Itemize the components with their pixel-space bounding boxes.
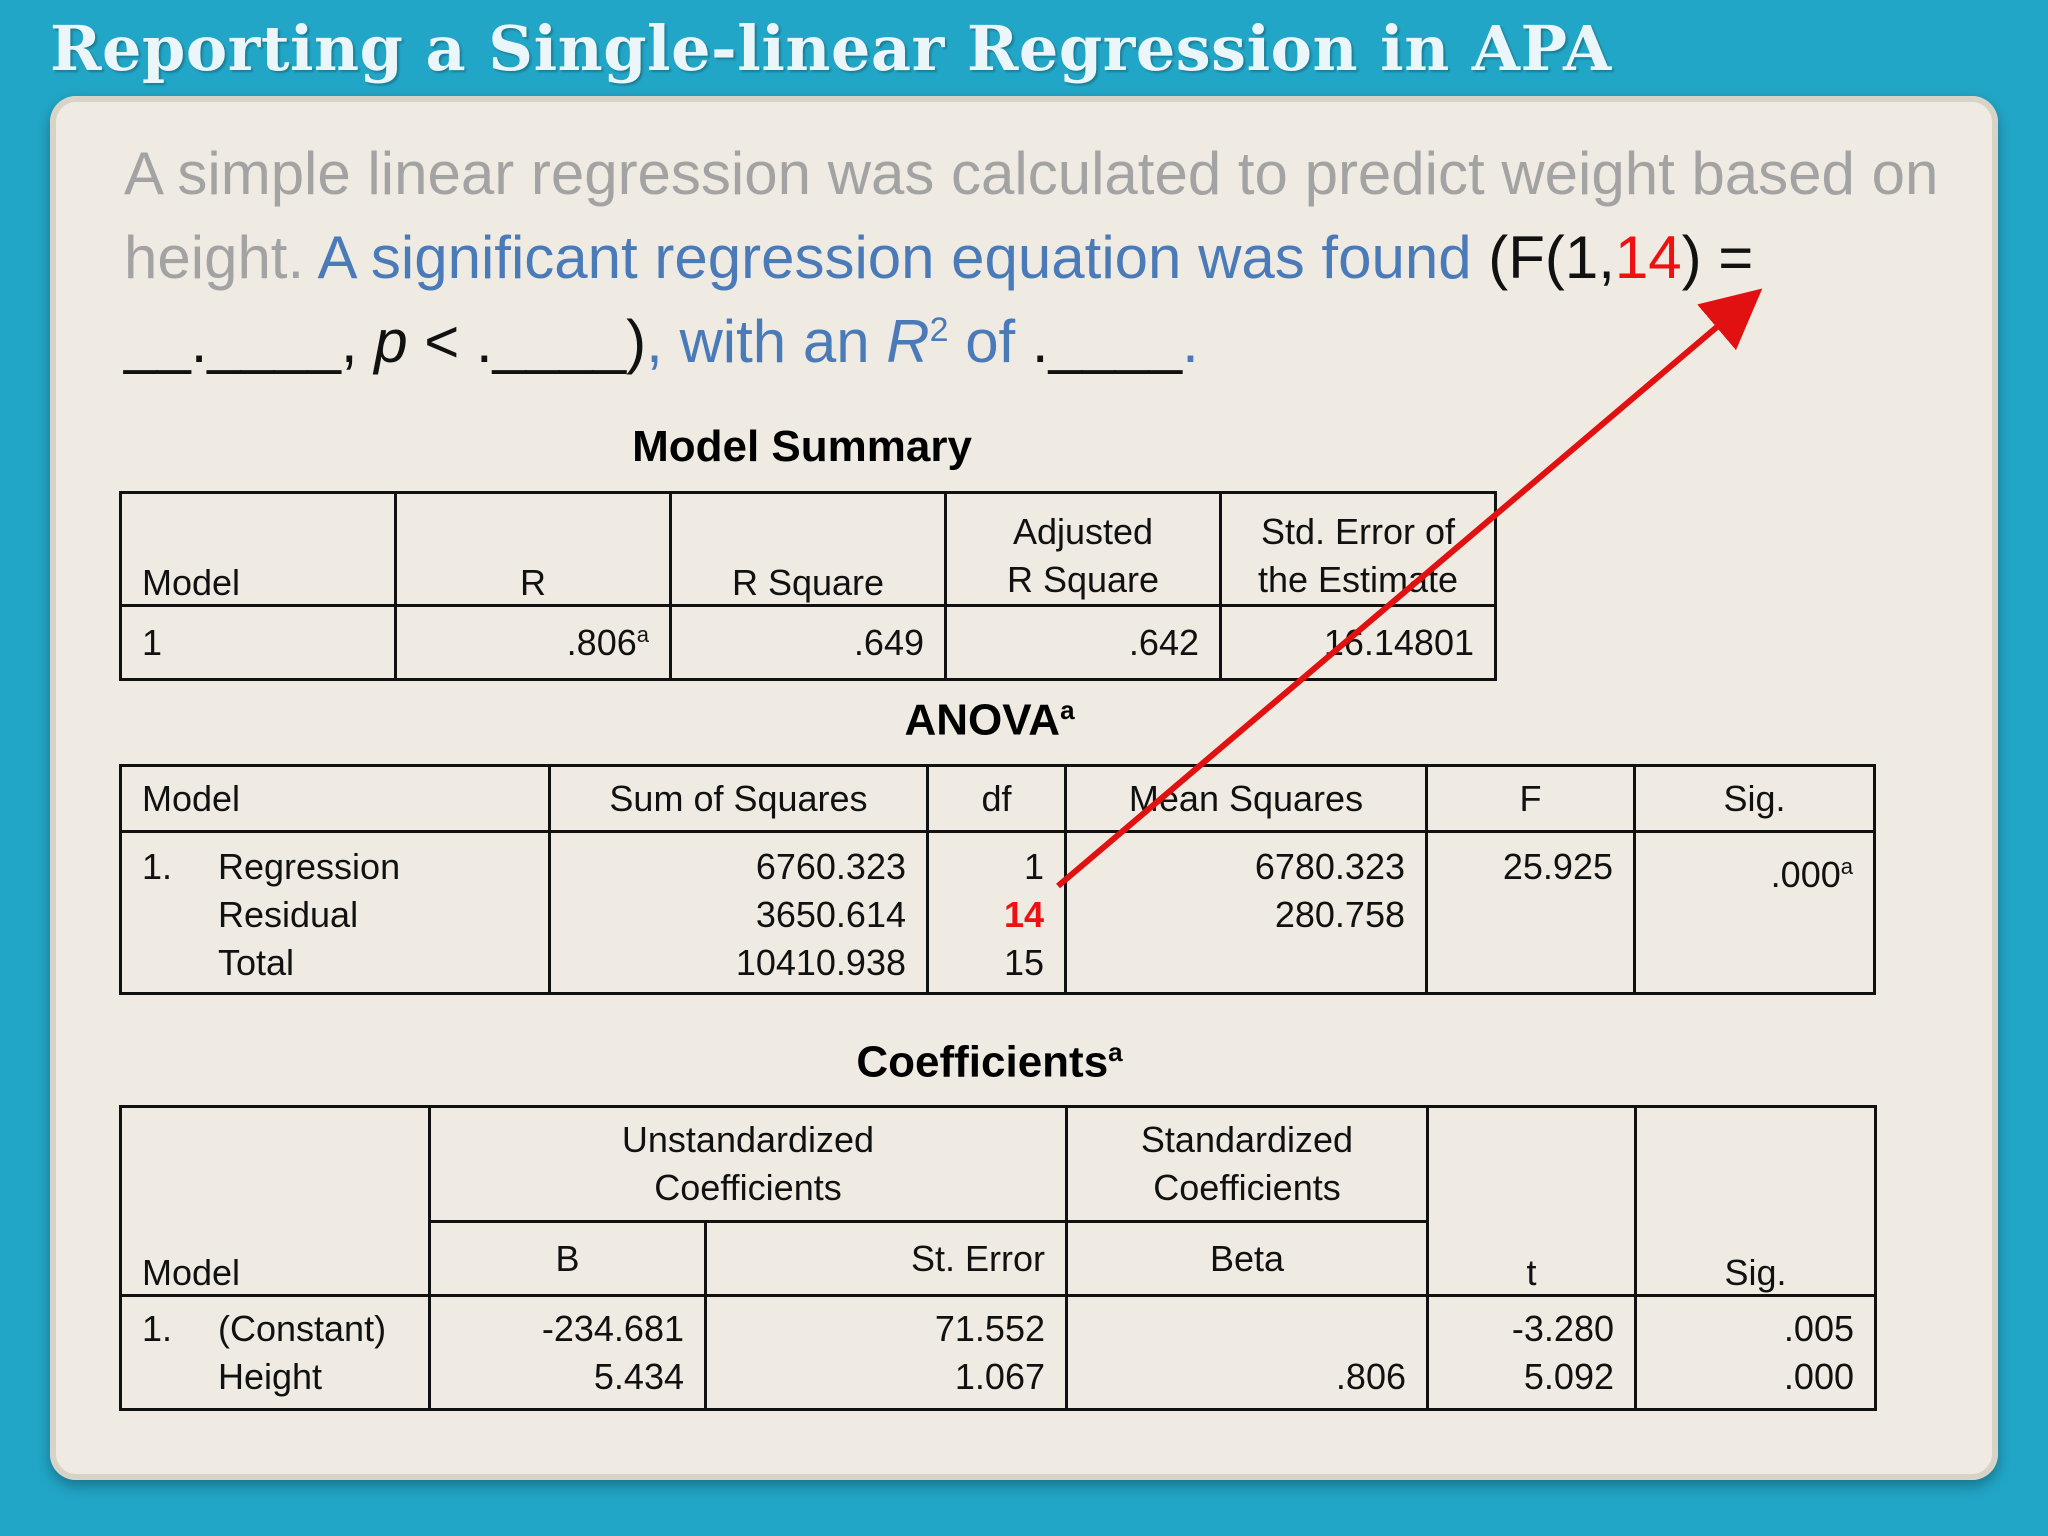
header-st-error: St. Error xyxy=(704,1220,1068,1297)
model-summary-table: Model R R Square Adjusted R Square Std. E… xyxy=(119,491,1497,681)
cell-sig: .000a xyxy=(1633,830,1876,995)
cell-t: -3.280 5.092 xyxy=(1426,1294,1637,1411)
sentence-with-an: , with an xyxy=(646,308,870,375)
sentence-f-open: (F(1, xyxy=(1488,224,1615,291)
header-sig: Sig. xyxy=(1634,1105,1877,1297)
header-beta: Beta xyxy=(1065,1220,1429,1297)
header-adjusted-r-square: Adjusted R Square xyxy=(944,491,1222,607)
sentence-end: . xyxy=(1182,308,1199,375)
apa-sentence: A simple linear regression was calculate… xyxy=(124,132,1944,384)
cell-df: 1 14 15 xyxy=(926,830,1067,995)
sentence-significance: A significant regression equation was fo… xyxy=(317,224,1472,291)
header-df: df xyxy=(926,764,1067,833)
cell-mean-squares: 6780.323 280.758 xyxy=(1064,830,1428,995)
table-row: 1. (Constant) Height -234.681 5.434 71.552… xyxy=(119,1294,1877,1411)
header-unstandardized: Unstandardized Coefficients xyxy=(428,1105,1068,1223)
cell-f: 25.925 xyxy=(1425,830,1636,995)
cell-r-square: .649 xyxy=(669,604,947,681)
cell-b: -234.681 5.434 xyxy=(428,1294,707,1411)
header-std-error: Std. Error of the Estimate xyxy=(1219,491,1497,607)
header-r: R xyxy=(394,491,672,607)
header-mean-squares: Mean Squares xyxy=(1064,764,1428,833)
cell-beta: .806 xyxy=(1065,1294,1429,1411)
cell-sig: .005.000 xyxy=(1634,1294,1877,1411)
header-standardized: Standardized Coefficients xyxy=(1065,1105,1429,1223)
residual-df-highlight: 14 xyxy=(1003,894,1044,935)
header-model: Model xyxy=(119,764,551,833)
table-row: 1. Regression Residual Total 6760.323 3650… xyxy=(119,830,1876,995)
cell-std-error: 16.14801 xyxy=(1219,604,1497,681)
p-label: p xyxy=(374,308,408,375)
anova-title: ANOVAa xyxy=(904,695,1075,745)
model-summary-title: Model Summary xyxy=(632,422,972,471)
header-t: t xyxy=(1426,1105,1637,1297)
anova-table: Model Sum of Squares df Mean Squares F S… xyxy=(119,764,1876,995)
cell-st-error: 71.552 1.067 xyxy=(704,1294,1068,1411)
sentence-df-residual: 14 xyxy=(1614,224,1682,291)
sentence-f-close: ) = xyxy=(1681,224,1754,291)
cell-adj-r-square: .642 xyxy=(944,604,1222,681)
header-r-square: R Square xyxy=(669,491,947,607)
sentence-intro: A simple linear regression was calculate… xyxy=(124,140,1939,291)
coefficients-title: Coefficientsa xyxy=(856,1037,1123,1087)
slide-title: Reporting a Single-linear Regression in … xyxy=(50,12,1612,85)
cell-r: .806a xyxy=(394,604,672,681)
cell-model: 1. (Constant) Height xyxy=(119,1294,431,1411)
sentence-of: of xyxy=(965,308,1016,375)
header-b: B xyxy=(428,1220,707,1297)
r-label: R xyxy=(886,308,930,375)
table-header-row: B St. Error Beta xyxy=(121,1220,1876,1297)
cell-sum-of-squares: 6760.323 3650.614 10410.938 xyxy=(548,830,929,995)
blank-r2-value: .____ xyxy=(1031,308,1183,375)
table-header-row: Model Unstandardized Coefficients Standar… xyxy=(119,1105,1877,1297)
blank-f-value: __.____, xyxy=(124,308,358,375)
header-f: F xyxy=(1425,764,1636,833)
header-sum-of-squares: Sum of Squares xyxy=(548,764,929,833)
header-sig: Sig. xyxy=(1633,764,1876,833)
coefficients-table: Model Unstandardized Coefficients Standar… xyxy=(119,1105,1877,1411)
table-header-row: Model R R Square Adjusted R Square Std. E… xyxy=(119,491,1497,607)
blank-p-value: < .____) xyxy=(424,308,647,375)
table-header-row: Model Sum of Squares df Mean Squares F S… xyxy=(119,764,1876,833)
r-superscript: 2 xyxy=(929,311,949,349)
cell-model: 1. Regression Residual Total xyxy=(119,830,551,995)
cell-model: 1 xyxy=(119,604,397,681)
table-row: 1 .806a .649 .642 16.14801 xyxy=(119,604,1497,681)
header-model: Model xyxy=(119,491,397,607)
header-model: Model xyxy=(119,1105,431,1297)
